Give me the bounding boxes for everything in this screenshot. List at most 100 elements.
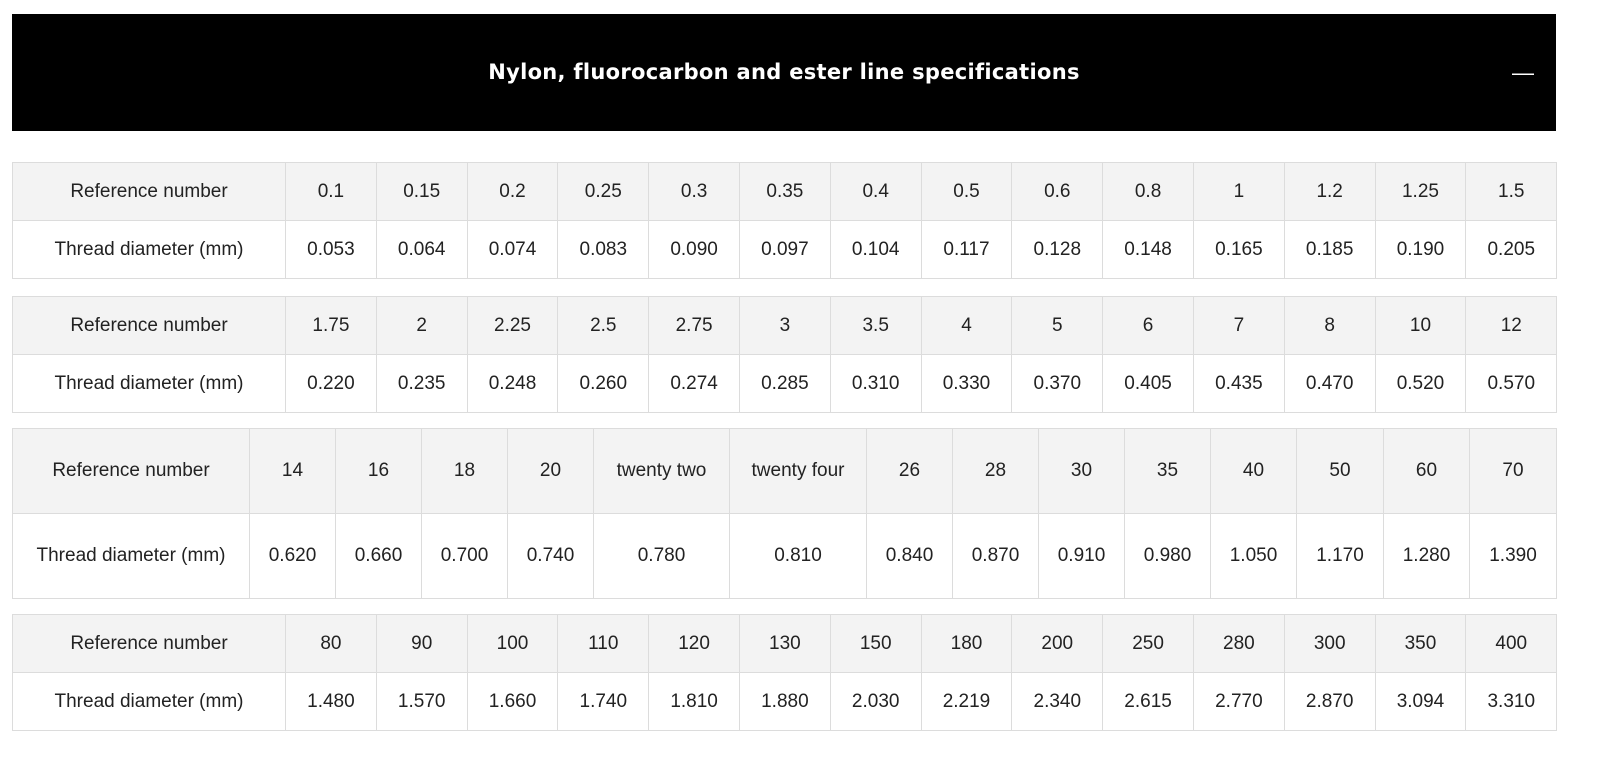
cell: 0.5 xyxy=(920,162,1013,221)
cell: 0.980 xyxy=(1124,513,1211,599)
cell: twenty two xyxy=(593,428,730,514)
cell: 0.4 xyxy=(829,162,922,221)
cell: 0.700 xyxy=(421,513,508,599)
cell: twenty four xyxy=(729,428,867,514)
cell: 30 xyxy=(1038,428,1125,514)
cell: 0.190 xyxy=(1374,220,1467,279)
cell: 1.740 xyxy=(557,672,650,731)
cell: 0.810 xyxy=(729,513,867,599)
cell: 0.620 xyxy=(249,513,336,599)
cell: 0.35 xyxy=(738,162,831,221)
cell: 0.405 xyxy=(1102,354,1194,413)
cell: 0.3 xyxy=(648,162,740,221)
cell: 100 xyxy=(466,614,559,673)
reference-row: Reference number 1.75 2 2.25 2.5 2.75 3 3.5 4 5 6 7… xyxy=(12,296,1558,355)
cell: 4 xyxy=(920,296,1013,355)
cell: 8 xyxy=(1283,296,1376,355)
spec-table: Reference number 14 16 18 20 twenty two twenty… xyxy=(12,428,1557,599)
cell: 0.6 xyxy=(1011,162,1104,221)
accordion-header[interactable]: Nylon, fluorocarbon and ester line speci… xyxy=(12,14,1556,131)
cell: 0.117 xyxy=(920,220,1013,279)
cell: 14 xyxy=(249,428,336,514)
cell: 0.840 xyxy=(866,513,953,599)
cell: 0.104 xyxy=(829,220,922,279)
cell: 60 xyxy=(1383,428,1470,514)
cell: 0.235 xyxy=(375,354,468,413)
cell: 1.25 xyxy=(1374,162,1467,221)
cell: 3.310 xyxy=(1465,672,1558,731)
cell: 1.170 xyxy=(1296,513,1384,599)
cell: 1.050 xyxy=(1210,513,1297,599)
cell: 1.280 xyxy=(1383,513,1470,599)
spec-table: Reference number 1.75 2 2.25 2.5 2.75 3 3.5 4 5 6 7… xyxy=(12,296,1558,413)
cell: 90 xyxy=(375,614,468,673)
cell: 0.083 xyxy=(557,220,650,279)
row-header: Reference number xyxy=(12,428,250,514)
cell: 0.097 xyxy=(738,220,831,279)
cell: 180 xyxy=(920,614,1013,673)
cell: 3.5 xyxy=(829,296,922,355)
cell: 3.094 xyxy=(1374,672,1467,731)
cell: 1.570 xyxy=(375,672,468,731)
reference-row: Reference number 80 90 100 110 120 130 150 180 20… xyxy=(12,614,1558,673)
cell: 0.128 xyxy=(1011,220,1104,279)
cell: 0.090 xyxy=(648,220,740,279)
cell: 250 xyxy=(1102,614,1194,673)
cell: 1.480 xyxy=(285,672,377,731)
cell: 0.870 xyxy=(952,513,1039,599)
cell: 0.740 xyxy=(507,513,594,599)
cell: 0.470 xyxy=(1283,354,1376,413)
cell: 28 xyxy=(952,428,1039,514)
cell: 80 xyxy=(285,614,377,673)
cell: 20 xyxy=(507,428,594,514)
cell: 2.5 xyxy=(557,296,650,355)
cell: 0.570 xyxy=(1465,354,1558,413)
cell: 1.5 xyxy=(1465,162,1558,221)
cell: 0.330 xyxy=(920,354,1013,413)
cell: 1.75 xyxy=(285,296,377,355)
cell: 0.053 xyxy=(285,220,377,279)
cell: 0.370 xyxy=(1011,354,1104,413)
spec-table: Reference number 80 90 100 110 120 130 150 180 20… xyxy=(12,614,1558,731)
cell: 1 xyxy=(1192,162,1285,221)
cell: 0.660 xyxy=(335,513,422,599)
cell: 2.75 xyxy=(648,296,740,355)
cell: 150 xyxy=(829,614,922,673)
cell: 2 xyxy=(375,296,468,355)
cell: 0.248 xyxy=(466,354,559,413)
cell: 2.340 xyxy=(1011,672,1104,731)
reference-row: Reference number 14 16 18 20 twenty two twenty… xyxy=(12,428,1557,514)
cell: 7 xyxy=(1192,296,1285,355)
row-header: Thread diameter (mm) xyxy=(12,513,250,599)
row-header: Thread diameter (mm) xyxy=(12,672,286,731)
diameter-row: Thread diameter (mm) 1.480 1.570 1.660 1.740… xyxy=(12,672,1558,731)
cell: 1.810 xyxy=(648,672,740,731)
cell: 50 xyxy=(1296,428,1384,514)
row-header: Reference number xyxy=(12,296,286,355)
cell: 0.435 xyxy=(1192,354,1285,413)
collapse-icon[interactable]: — xyxy=(1512,60,1534,85)
cell: 400 xyxy=(1465,614,1558,673)
cell: 2.25 xyxy=(466,296,559,355)
row-header: Reference number xyxy=(12,162,286,221)
cell: 0.310 xyxy=(829,354,922,413)
cell: 35 xyxy=(1124,428,1211,514)
cell: 18 xyxy=(421,428,508,514)
cell: 2.219 xyxy=(920,672,1013,731)
cell: 12 xyxy=(1465,296,1558,355)
cell: 350 xyxy=(1374,614,1467,673)
cell: 1.390 xyxy=(1469,513,1557,599)
reference-row: Reference number 0.1 0.15 0.2 0.25 0.3 0.35 0.4… xyxy=(12,162,1558,221)
spec-table: Reference number 0.1 0.15 0.2 0.25 0.3 0.35 0.4… xyxy=(12,162,1558,279)
cell: 1.2 xyxy=(1283,162,1376,221)
cell: 0.148 xyxy=(1102,220,1194,279)
cell: 1.880 xyxy=(738,672,831,731)
row-header: Thread diameter (mm) xyxy=(12,354,286,413)
cell: 200 xyxy=(1011,614,1104,673)
cell: 0.15 xyxy=(375,162,468,221)
cell: 3 xyxy=(738,296,831,355)
cell: 26 xyxy=(866,428,953,514)
cell: 70 xyxy=(1469,428,1557,514)
cell: 16 xyxy=(335,428,422,514)
